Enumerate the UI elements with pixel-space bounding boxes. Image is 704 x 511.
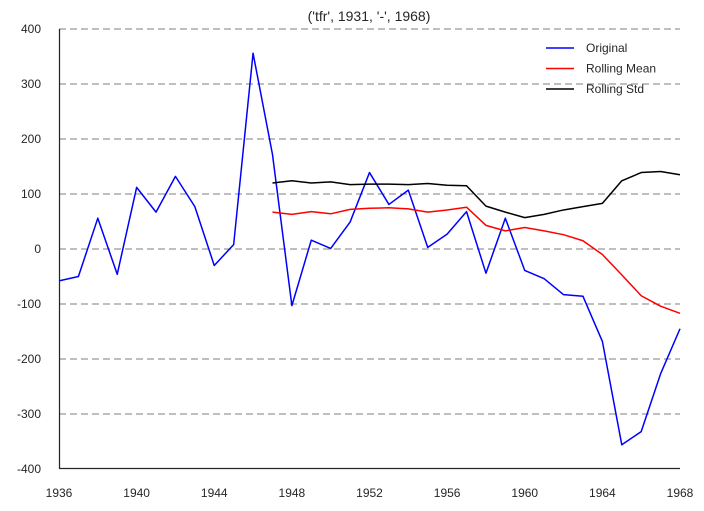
legend: Original Rolling Mean Rolling Std — [546, 41, 656, 96]
series-line-rolling-mean — [272, 206, 681, 315]
x-tick-label: 1948 — [279, 486, 306, 500]
y-tick-label: 400 — [21, 22, 41, 36]
x-tick-label: 1960 — [511, 486, 538, 500]
y-tick-label: -300 — [17, 407, 41, 421]
x-tick-label: 1968 — [667, 486, 694, 500]
series-line-rolling-std — [272, 170, 681, 219]
x-tick-label: 1944 — [201, 486, 228, 500]
series-line-original — [58, 52, 681, 446]
y-tick-label: -100 — [17, 297, 41, 311]
y-tick-label: 300 — [21, 77, 41, 91]
x-tick-label: 1952 — [356, 486, 383, 500]
y-tick-label: -400 — [17, 462, 41, 476]
grid-layer — [59, 28, 680, 415]
x-tick-label: 1956 — [434, 486, 461, 500]
series-layer — [58, 52, 681, 446]
y-tick-label: 100 — [21, 187, 41, 201]
y-tick-label: -200 — [17, 352, 41, 366]
legend-label: Original — [586, 41, 627, 55]
x-tick-label: 1964 — [589, 486, 616, 500]
y-tick-label: 200 — [21, 132, 41, 146]
y-tick-labels: -400 -300 -200 -100 0 100 200 300 400 — [17, 22, 41, 476]
legend-label: Rolling Std — [586, 82, 644, 96]
chart-title: ('tfr', 1931, '-', 1968) — [308, 8, 431, 24]
x-tick-label: 1936 — [46, 486, 73, 500]
y-tick-label: 0 — [34, 242, 41, 256]
x-tick-label: 1940 — [123, 486, 150, 500]
legend-label: Rolling Mean — [586, 62, 656, 76]
x-tick-labels: 1936 1940 1944 1948 1952 1956 1960 1964 1968 — [46, 486, 694, 500]
